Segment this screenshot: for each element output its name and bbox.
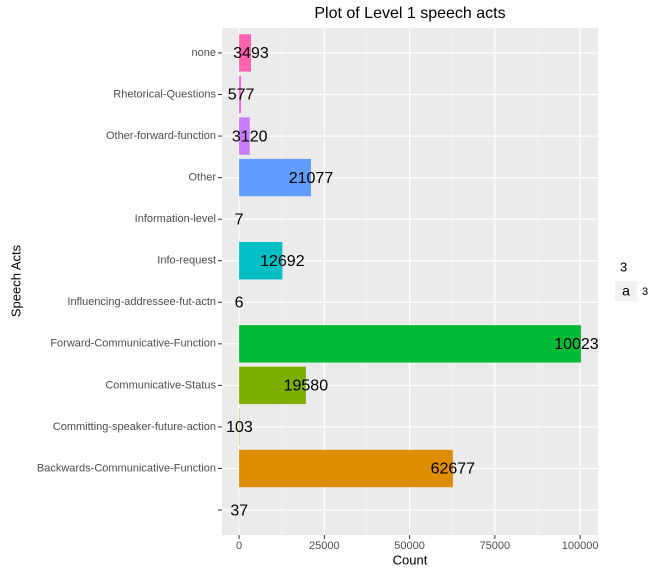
legend-label: 3 xyxy=(642,286,648,298)
y-tick-label: Committing-speaker-future-action xyxy=(53,421,216,433)
legend-title: 3 xyxy=(620,259,627,274)
y-tick-label: Communicative-Status xyxy=(105,379,216,391)
bar xyxy=(239,34,252,72)
y-tick-label: Backwards-Communicative-Function xyxy=(37,462,216,474)
legend-key-box xyxy=(615,281,637,301)
bar xyxy=(239,158,311,197)
x-tick-label: 50000 xyxy=(394,540,425,552)
x-tick-label: 0 xyxy=(236,540,242,552)
y-tick-label: Influencing-addressee-fut-actn xyxy=(67,296,216,308)
data-label: 21077 xyxy=(289,170,334,187)
bar xyxy=(239,325,581,363)
y-tick-label: Forward-Communicative-Function xyxy=(50,338,216,350)
data-label: 3120 xyxy=(232,128,268,145)
y-tick-label: Info-request xyxy=(157,255,216,267)
data-label: 62677 xyxy=(431,461,476,478)
axes: 0 25000 50000 75000 100000 Backwards-Communic… xyxy=(37,47,599,552)
y-tick-label: Information-level xyxy=(135,213,216,225)
data-label: 12692 xyxy=(260,253,305,270)
bars: 37 62677 103 19580 100230 6 12692 7 21077 3120 577… xyxy=(226,34,607,529)
bar xyxy=(239,449,453,488)
grid xyxy=(222,28,598,535)
bar xyxy=(239,75,242,114)
data-label: 3493 xyxy=(233,45,269,62)
data-label: 577 xyxy=(228,87,255,104)
bar xyxy=(239,366,306,405)
y-tick-label: Other xyxy=(188,172,216,184)
y-tick-label: Rhetorical-Questions xyxy=(113,88,216,100)
bar xyxy=(239,117,250,155)
y-axis-label: Speech Acts xyxy=(8,244,23,317)
legend-key: a xyxy=(622,283,630,299)
x-tick-label: 100000 xyxy=(562,540,599,552)
data-label: 7 xyxy=(235,211,244,228)
x-tick-label: 75000 xyxy=(480,540,511,552)
bar xyxy=(239,242,283,280)
y-tick-label: Other-forward-function xyxy=(106,130,216,142)
data-label: 100230 xyxy=(554,336,607,353)
x-tick-label: 25000 xyxy=(309,540,340,552)
y-tick-label: none xyxy=(192,47,216,59)
data-label: 19580 xyxy=(284,378,329,395)
data-label: 103 xyxy=(226,419,253,436)
chart-title: Plot of Level 1 speech acts xyxy=(314,5,505,22)
x-axis-label: Count xyxy=(393,552,428,567)
data-label: 6 xyxy=(235,294,244,311)
data-label: 37 xyxy=(230,502,248,519)
